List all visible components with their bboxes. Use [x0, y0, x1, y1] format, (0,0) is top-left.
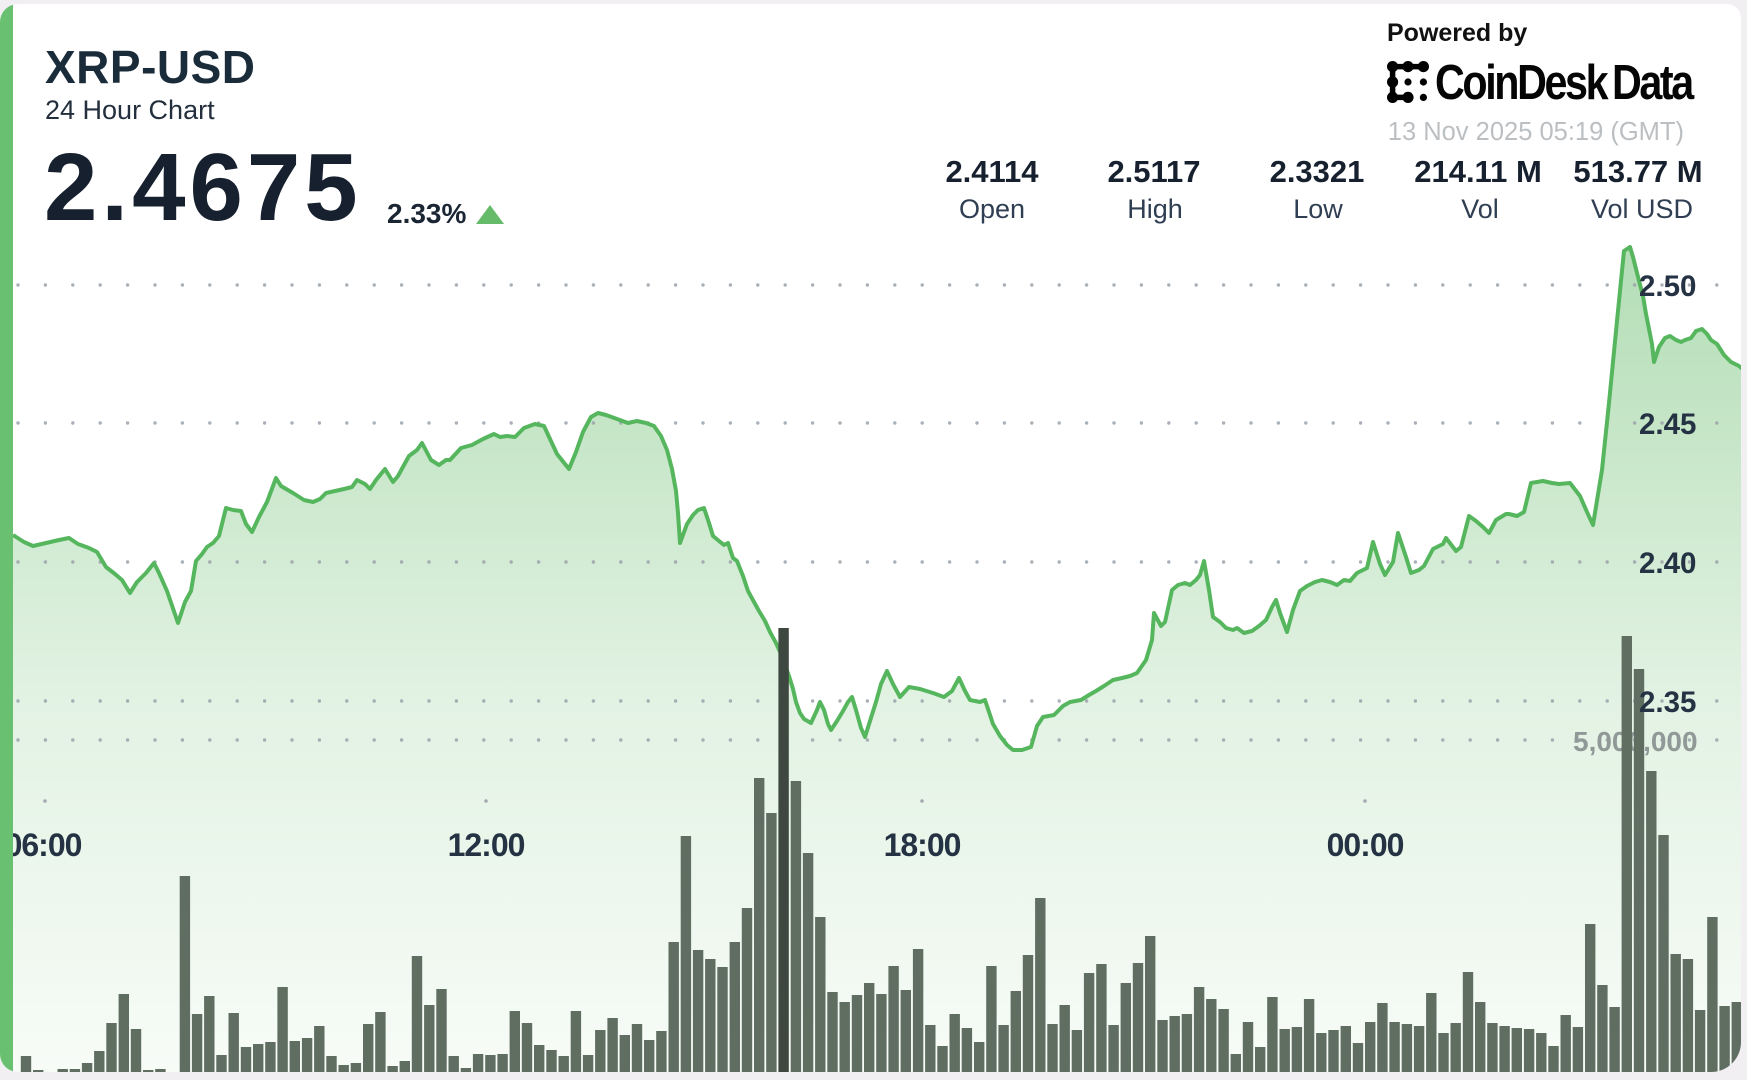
svg-text:2.4675: 2.4675 [44, 134, 362, 241]
svg-text:CoinDesk Data: CoinDesk Data [1435, 54, 1695, 109]
svg-text:18:00: 18:00 [884, 827, 961, 863]
svg-text:2.33%: 2.33% [387, 198, 466, 229]
svg-text:06:00: 06:00 [5, 827, 82, 863]
svg-text:Open: Open [959, 194, 1025, 224]
svg-text:2.40: 2.40 [1639, 547, 1696, 580]
svg-text:Vol: Vol [1461, 194, 1499, 224]
svg-text:12:00: 12:00 [448, 827, 525, 863]
svg-text:Powered by: Powered by [1387, 19, 1527, 47]
svg-text:2.3321: 2.3321 [1270, 154, 1365, 189]
svg-text:24 Hour Chart: 24 Hour Chart [45, 95, 215, 125]
svg-text:High: High [1127, 194, 1183, 224]
svg-text:2.45: 2.45 [1639, 408, 1696, 441]
svg-text:2.4114: 2.4114 [945, 154, 1039, 189]
svg-text:2.50: 2.50 [1639, 270, 1696, 303]
svg-text:2.35: 2.35 [1639, 686, 1696, 719]
svg-text:00:00: 00:00 [1327, 827, 1404, 863]
svg-text:13 Nov 2025 05:19 (GMT): 13 Nov 2025 05:19 (GMT) [1388, 118, 1684, 146]
svg-text:Low: Low [1293, 194, 1343, 224]
svg-text:513.77 M: 513.77 M [1573, 154, 1702, 189]
svg-text:2.5117: 2.5117 [1107, 154, 1200, 189]
svg-text:214.11 M: 214.11 M [1414, 154, 1542, 189]
svg-text:XRP-USD: XRP-USD [45, 41, 256, 93]
svg-text:Vol USD: Vol USD [1591, 194, 1693, 224]
